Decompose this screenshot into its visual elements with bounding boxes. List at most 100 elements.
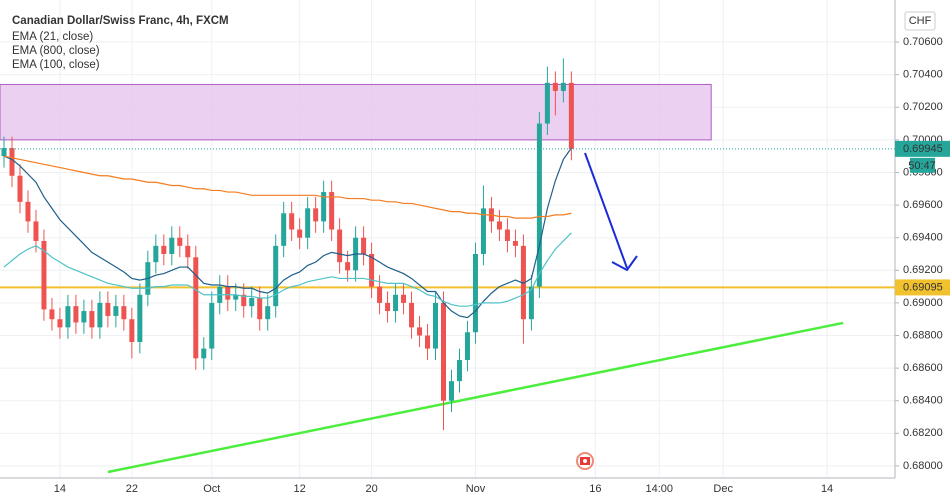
candle-body xyxy=(289,213,295,230)
x-tick-label: Nov xyxy=(466,483,486,495)
candle-body xyxy=(425,335,431,349)
candle-body xyxy=(25,201,31,222)
x-tick-label: 16 xyxy=(589,483,601,495)
candle-body xyxy=(225,286,231,300)
countdown-tag xyxy=(910,157,935,173)
flag-leaf xyxy=(583,459,587,463)
candle-body xyxy=(297,229,303,238)
candle-body xyxy=(169,237,175,254)
y-tick-label: 0.69400 xyxy=(903,232,943,244)
x-tick-label: 12 xyxy=(294,483,306,495)
candle-body xyxy=(464,332,470,360)
candle-body xyxy=(417,327,423,336)
x-tick-label: 20 xyxy=(365,483,377,495)
candle-body xyxy=(377,286,383,303)
y-tick-label: 0.69600 xyxy=(903,199,943,211)
countdown: 50:47 xyxy=(908,160,936,172)
x-tick-label: 22 xyxy=(126,483,138,495)
last-price-tag xyxy=(895,140,950,157)
candle-body xyxy=(41,240,47,310)
candle-body xyxy=(17,175,23,202)
plot xyxy=(1,58,574,431)
candle-body xyxy=(337,229,343,263)
level-label: 0.69095 xyxy=(903,281,943,293)
y-tick-label: 0.69200 xyxy=(903,264,943,276)
candle-body xyxy=(249,298,255,307)
y-tick-label: 0.70600 xyxy=(903,36,943,48)
candle-body xyxy=(1,148,7,157)
candle-body xyxy=(385,302,391,312)
candle-body xyxy=(560,82,566,91)
candle-body xyxy=(273,245,279,307)
y-tick-label: 0.68000 xyxy=(903,460,943,472)
legend-entry: EMA (800, close) xyxy=(12,45,100,57)
y-tick-label: 0.68200 xyxy=(903,427,943,439)
ema-line xyxy=(3,155,572,219)
candle-body xyxy=(97,302,103,328)
candle-body xyxy=(209,302,215,349)
candle-body xyxy=(512,240,518,246)
candle-body xyxy=(448,381,454,401)
candle-body xyxy=(305,208,311,238)
currency: CHF xyxy=(909,15,932,27)
x-tick-label: Dec xyxy=(713,483,733,495)
candle-body xyxy=(73,306,79,323)
candle-body xyxy=(281,213,287,246)
ema-line xyxy=(3,232,572,307)
candle-body xyxy=(504,229,510,241)
candle-body xyxy=(153,245,159,263)
currency-box[interactable] xyxy=(904,11,936,31)
candle-body xyxy=(89,311,95,328)
candle-body xyxy=(528,286,534,320)
candle-body xyxy=(265,306,271,320)
axes: 0.706000.704000.702000.700000.698000.696… xyxy=(54,36,943,495)
level-tag xyxy=(895,279,950,296)
candle-body xyxy=(496,221,502,230)
candle-body xyxy=(49,309,55,320)
candle-body xyxy=(536,123,542,287)
candle-body xyxy=(369,253,375,287)
candle-body xyxy=(241,294,247,307)
x-tick-label: Oct xyxy=(203,483,220,495)
y-tick-label: 0.70400 xyxy=(903,69,943,81)
candle-body xyxy=(9,148,15,176)
candle-body xyxy=(568,82,574,149)
x-tick-label: 14 xyxy=(54,483,66,495)
candle-body xyxy=(129,319,135,343)
candle-body xyxy=(441,302,447,401)
candle-body xyxy=(520,245,526,320)
x-tick-label: 14:00 xyxy=(645,483,673,495)
candle-body xyxy=(321,192,327,222)
symbol-title: Canadian Dollar/Swiss Franc, 4h, FXCM xyxy=(12,15,229,27)
candle-body xyxy=(345,262,351,271)
candle-body xyxy=(177,237,183,246)
candle-body xyxy=(433,302,439,349)
annotations xyxy=(0,83,895,474)
candle-body xyxy=(161,245,167,254)
candle-body xyxy=(472,253,478,333)
candle-body xyxy=(480,208,486,254)
candle-body xyxy=(456,359,462,382)
candle-body xyxy=(313,208,319,222)
x-tick-label: 14 xyxy=(821,483,833,495)
candle-body xyxy=(257,298,263,320)
y-tick-label: 0.70200 xyxy=(903,101,943,113)
candle-body xyxy=(329,192,335,230)
last-price-label: 0.69945 xyxy=(903,143,943,155)
candle-body xyxy=(201,348,207,359)
candle-body xyxy=(185,245,191,258)
candle-body xyxy=(81,311,87,323)
y-tick-label: 0.69000 xyxy=(903,297,943,309)
candle-body xyxy=(552,82,558,91)
candle-body xyxy=(401,294,407,303)
arrow xyxy=(584,152,628,269)
candle-body xyxy=(193,257,199,359)
candle-body xyxy=(57,319,63,328)
candle-body xyxy=(113,306,119,316)
candle-body xyxy=(137,294,143,343)
trendline xyxy=(107,321,844,474)
y-tick-label: 0.68600 xyxy=(903,362,943,374)
arrow-head xyxy=(611,255,638,272)
candle-body xyxy=(65,306,71,328)
